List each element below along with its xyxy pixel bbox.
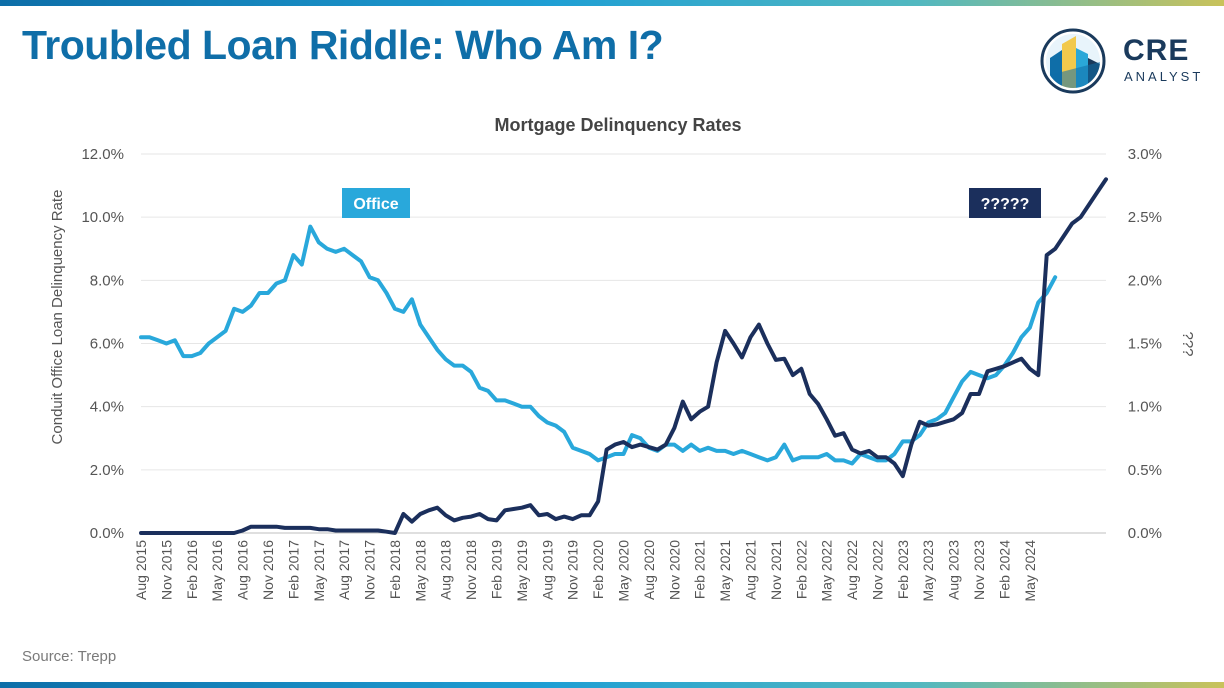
chart-title: Mortgage Delinquency Rates: [494, 115, 741, 135]
x-tick-label: Aug 2018: [438, 540, 454, 600]
x-tick-label: Feb 2020: [590, 540, 606, 599]
y2-tick-label: 1.5%: [1128, 336, 1162, 353]
buildings-globe-icon: [1040, 28, 1106, 94]
series-line-office: [139, 224, 1058, 466]
top-accent-bar: [0, 0, 1224, 6]
y2-tick-label: 0.5%: [1128, 462, 1162, 479]
x-tick-label: Feb 2022: [793, 540, 809, 599]
y2-tick-label: 2.0%: [1128, 272, 1162, 289]
bottom-accent-bar: [0, 682, 1224, 688]
logo-text-primary: CRE: [1123, 34, 1190, 67]
x-tick-label: Aug 2016: [235, 540, 251, 600]
x-tick-label: Aug 2023: [946, 540, 962, 600]
x-tick-label: Aug 2020: [641, 540, 657, 600]
x-tick-label: Nov 2019: [565, 540, 581, 600]
x-tick-label: May 2016: [209, 540, 225, 602]
x-tick-label: Feb 2017: [285, 540, 301, 599]
x-tick-label: Nov 2017: [362, 540, 378, 600]
y2-tick-label: 2.5%: [1128, 209, 1162, 226]
y-tick-label: 6.0%: [90, 336, 124, 353]
x-tick-label: May 2019: [514, 540, 530, 602]
x-tick-label: Nov 2022: [869, 540, 885, 600]
series-line-unknown: [139, 177, 1108, 535]
x-tick-label: May 2017: [311, 540, 327, 602]
series-label-office: Office: [342, 188, 410, 218]
x-tick-label: Nov 2023: [971, 540, 987, 600]
x-tick-label: Feb 2019: [489, 540, 505, 599]
y2-tick-label: 1.0%: [1128, 399, 1162, 416]
y2-tick-label: 3.0%: [1128, 146, 1162, 163]
x-tick-label: Nov 2018: [463, 540, 479, 600]
series-label-office-text: Office: [353, 196, 398, 213]
x-tick-label: May 2020: [616, 540, 632, 602]
x-tick-label: May 2024: [1022, 540, 1038, 602]
x-tick-label: Feb 2024: [996, 540, 1012, 599]
x-tick-label: Aug 2022: [844, 540, 860, 600]
series-label-office-box: [342, 188, 410, 218]
x-tick-label: Feb 2023: [895, 540, 911, 599]
x-tick-label: Aug 2015: [133, 540, 149, 600]
source-note: Source: Trepp: [22, 648, 117, 665]
x-tick-label: Feb 2018: [387, 540, 403, 599]
y-tick-label: 2.0%: [90, 462, 124, 479]
x-tick-label: May 2018: [412, 540, 428, 602]
y-tick-label: 0.0%: [90, 525, 124, 542]
y-axis-label: Conduit Office Loan Delinquency Rate: [49, 190, 66, 445]
x-tick-label: Feb 2021: [692, 540, 708, 599]
x-tick-label: Nov 2021: [768, 540, 784, 600]
cre-analyst-logo: CRE ANALYST: [1040, 28, 1220, 94]
x-tick-label: Aug 2019: [539, 540, 555, 600]
y-tick-label: 4.0%: [90, 399, 124, 416]
x-tick-label: Nov 2015: [158, 540, 174, 600]
x-tick-label: Nov 2016: [260, 540, 276, 600]
series-label-unknown: ?????: [969, 188, 1041, 218]
x-tick-label: Feb 2016: [184, 540, 200, 599]
x-tick-label: Aug 2017: [336, 540, 352, 600]
x-tick-label: May 2021: [717, 540, 733, 602]
y2-tick-label: 0.0%: [1128, 525, 1162, 542]
y-tick-label: 8.0%: [90, 272, 124, 289]
page-title: Troubled Loan Riddle: Who Am I?: [22, 22, 664, 68]
logo-text-secondary: ANALYST: [1124, 69, 1204, 84]
x-tick-label: Aug 2021: [742, 540, 758, 600]
y2-axis-label: ???: [1179, 331, 1196, 356]
x-tick-label: May 2023: [920, 540, 936, 602]
series-label-unknown-text: ?????: [981, 196, 1030, 213]
series-label-unknown-box: [969, 188, 1041, 218]
x-tick-label: Nov 2020: [666, 540, 682, 600]
x-tick-label: May 2022: [819, 540, 835, 602]
y-tick-label: 12.0%: [81, 146, 124, 163]
y-tick-label: 10.0%: [81, 209, 124, 226]
